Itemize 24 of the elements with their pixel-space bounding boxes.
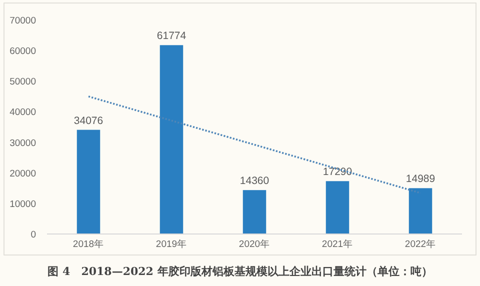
bar [408, 188, 432, 234]
x-tick-label: 2018年 [72, 238, 104, 250]
y-tick-label: 20000 [10, 168, 36, 180]
bar [242, 190, 266, 234]
y-tick-label: 50000 [10, 76, 36, 88]
bar [326, 181, 350, 234]
x-tick-label: 2021年 [322, 238, 354, 250]
x-tick-label: 2019年 [156, 238, 188, 250]
caption: 图 4 2018—2022 年胶印版材铝板基规模以上企业出口量统计（单位：吨） [48, 265, 432, 278]
y-tick-label: 0 [30, 230, 36, 240]
y-tick-label: 30000 [10, 138, 36, 149]
y-tick-label: 70000 [10, 16, 36, 26]
x-tick-label: 2022年 [404, 238, 436, 250]
data-label: 14989 [406, 173, 436, 186]
data-label: 17290 [322, 166, 352, 178]
bar [160, 45, 184, 234]
x-tick-label: 2020年 [238, 238, 270, 250]
bar [76, 130, 100, 234]
data-label: 61774 [156, 30, 186, 42]
y-tick-label: 60000 [10, 46, 36, 58]
y-tick-label: 10000 [10, 198, 36, 210]
y-tick-label: 40000 [10, 107, 36, 118]
data-label: 34076 [74, 114, 104, 127]
data-label: 14360 [240, 175, 270, 188]
